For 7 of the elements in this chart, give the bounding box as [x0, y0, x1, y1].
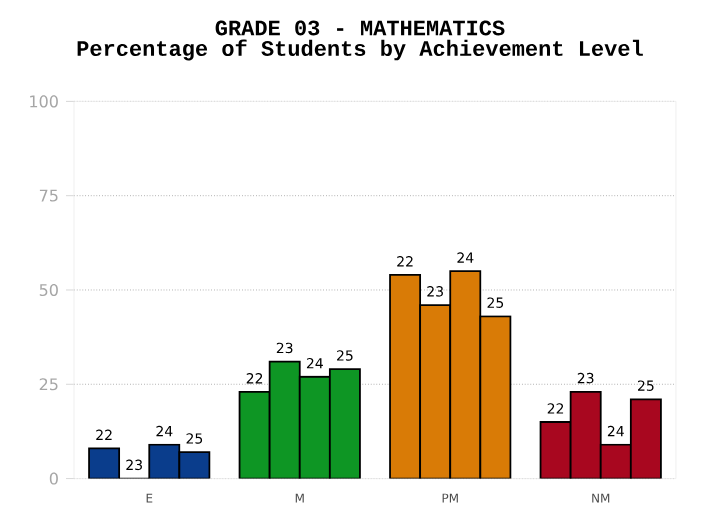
- y-tick-label: 100: [30, 95, 58, 108]
- y-tick-label: 25: [39, 378, 58, 391]
- chart-title: GRADE 03 - MATHEMATICS: [215, 20, 505, 36]
- chart-subtitle: Percentage of Students by Achievement Level: [77, 39, 643, 61]
- y-tick-label: 50: [39, 283, 58, 297]
- y-tick-label: 0: [49, 472, 58, 485]
- y-tick-label: 75: [39, 189, 58, 202]
